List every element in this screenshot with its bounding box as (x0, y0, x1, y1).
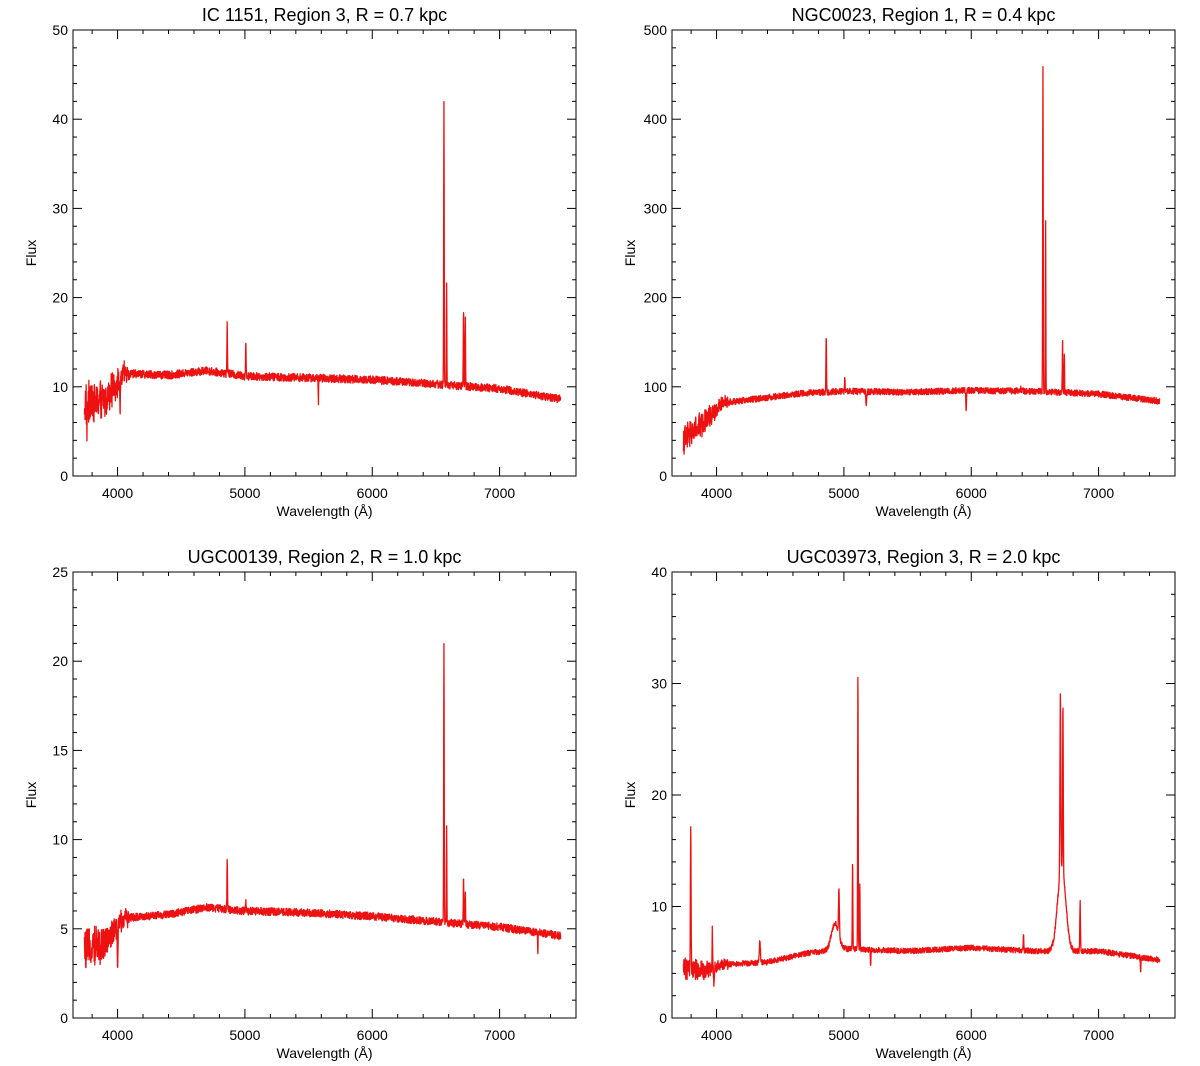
x-tick-label: 5000 (828, 1027, 859, 1043)
y-axis-label: Flux (23, 240, 39, 266)
plot-frame (671, 29, 1176, 477)
y-tick-label: 15 (52, 742, 68, 758)
y-tick-label: 200 (644, 290, 668, 306)
y-tick-label: 25 (52, 564, 68, 580)
x-tick-label: 5000 (828, 485, 859, 501)
spectrum-line (83, 642, 562, 969)
panel-title: UGC00139, Region 2, R = 1.0 kpc (188, 547, 462, 567)
x-axis-label: Wavelength (Å) (277, 1045, 373, 1061)
y-tick-label: 0 (659, 1010, 667, 1026)
x-tick-label: 4000 (701, 485, 732, 501)
y-tick-label: 5 (60, 921, 68, 937)
spectrum-line (682, 676, 1161, 987)
x-tick-label: 4000 (102, 1027, 133, 1043)
y-tick-label: 500 (644, 22, 668, 38)
y-tick-label: 300 (644, 200, 668, 216)
y-tick-label: 0 (659, 468, 667, 484)
x-tick-label: 7000 (1083, 1027, 1114, 1043)
y-tick-label: 0 (60, 1010, 68, 1026)
x-axis-label: Wavelength (Å) (876, 1045, 972, 1061)
x-tick-label: 6000 (357, 1027, 388, 1043)
spectrum-panel-1: IC 1151, Region 3, R = 0.7 kpc Wavelength… (23, 5, 577, 519)
x-tick-label: 4000 (102, 485, 133, 501)
spectrum-line (682, 65, 1161, 455)
x-tick-label: 7000 (1083, 485, 1114, 501)
y-axis-label: Flux (23, 782, 39, 808)
x-tick-label: 4000 (701, 1027, 732, 1043)
y-tick-label: 0 (60, 468, 68, 484)
y-tick-label: 20 (52, 653, 68, 669)
x-tick-label: 5000 (229, 485, 260, 501)
y-axis-label: Flux (622, 782, 638, 808)
x-axis-label: Wavelength (Å) (277, 503, 373, 519)
plot-frame (72, 571, 577, 1019)
y-tick-label: 40 (651, 564, 667, 580)
y-tick-label: 100 (644, 379, 668, 395)
spectrum-panel-3: UGC00139, Region 2, R = 1.0 kpc Wavelengt… (23, 547, 577, 1061)
spectrum-line (83, 100, 562, 442)
y-tick-label: 10 (651, 899, 667, 915)
panel-title: UGC03973, Region 3, R = 2.0 kpc (787, 547, 1061, 567)
spectrum-panel-2: NGC0023, Region 1, R = 0.4 kpc Wavelength… (622, 5, 1176, 519)
y-tick-label: 20 (651, 787, 667, 803)
x-tick-label: 7000 (484, 485, 515, 501)
y-tick-label: 20 (52, 290, 68, 306)
y-tick-label: 400 (644, 111, 668, 127)
y-tick-label: 10 (52, 379, 68, 395)
plot-frame (72, 29, 577, 477)
x-tick-label: 7000 (484, 1027, 515, 1043)
x-axis-label: Wavelength (Å) (876, 503, 972, 519)
y-tick-label: 30 (52, 200, 68, 216)
y-tick-label: 30 (651, 676, 667, 692)
x-tick-label: 6000 (956, 485, 987, 501)
y-tick-label: 10 (52, 832, 68, 848)
panel-title: IC 1151, Region 3, R = 0.7 kpc (202, 5, 447, 25)
x-tick-label: 6000 (357, 485, 388, 501)
x-tick-label: 6000 (956, 1027, 987, 1043)
x-tick-label: 5000 (229, 1027, 260, 1043)
panel-title: NGC0023, Region 1, R = 0.4 kpc (792, 5, 1056, 25)
spectrum-panel-4: UGC03973, Region 3, R = 2.0 kpc Wavelengt… (622, 547, 1176, 1061)
y-axis-label: Flux (622, 240, 638, 266)
y-tick-label: 50 (52, 22, 68, 38)
y-tick-label: 40 (52, 111, 68, 127)
